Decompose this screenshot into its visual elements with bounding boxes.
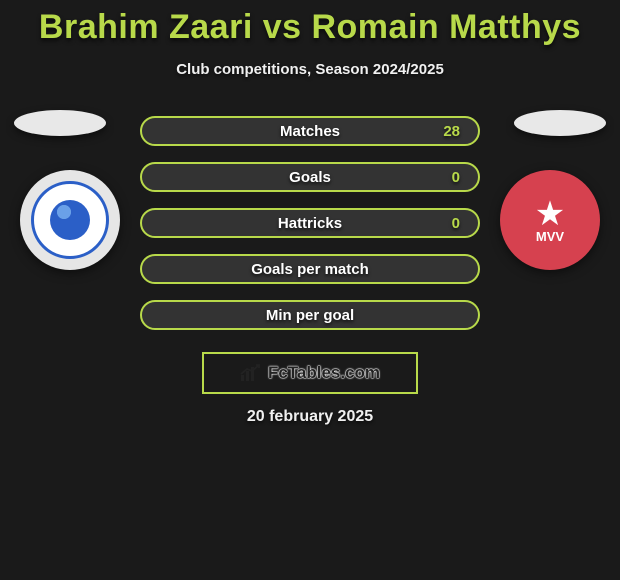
stat-row-hattricks: Hattricks 0: [140, 208, 480, 238]
page-title: Brahim Zaari vs Romain Matthys: [0, 8, 620, 47]
club-right-logo: ★ MVV: [515, 185, 585, 255]
bars-chart-icon: [240, 364, 262, 382]
stat-row-goals: Goals 0: [140, 162, 480, 192]
stat-value: 28: [443, 123, 460, 140]
stat-row-min-per-goal: Min per goal: [140, 300, 480, 330]
player-left-slot: [14, 110, 106, 136]
club-left-logo: [31, 181, 109, 259]
club-badge-left: [20, 170, 120, 270]
player-right-avatar-placeholder: [514, 110, 606, 136]
soccer-ball-icon: [50, 200, 90, 240]
player-left-avatar-placeholder: [14, 110, 106, 136]
stat-label: Min per goal: [266, 307, 354, 324]
stat-row-goals-per-match: Goals per match: [140, 254, 480, 284]
stat-label: Goals per match: [251, 261, 369, 278]
stat-value: 0: [452, 169, 460, 186]
subtitle: Club competitions, Season 2024/2025: [0, 61, 620, 78]
stat-label: Goals: [289, 169, 331, 186]
stat-row-matches: Matches 28: [140, 116, 480, 146]
stat-label: Matches: [280, 123, 340, 140]
footer-date: 20 february 2025: [0, 408, 620, 426]
stat-label: Hattricks: [278, 215, 342, 232]
stats-list: Matches 28 Goals 0 Hattricks 0 Goals per…: [140, 116, 480, 330]
club-right-abbr: MVV: [536, 229, 564, 244]
club-badge-right: ★ MVV: [500, 170, 600, 270]
brand-box[interactable]: FcTables.com: [202, 352, 418, 394]
player-right-slot: [514, 110, 606, 136]
stat-value: 0: [452, 215, 460, 232]
star-icon: ★: [535, 197, 565, 231]
brand-text: FcTables.com: [268, 363, 380, 383]
